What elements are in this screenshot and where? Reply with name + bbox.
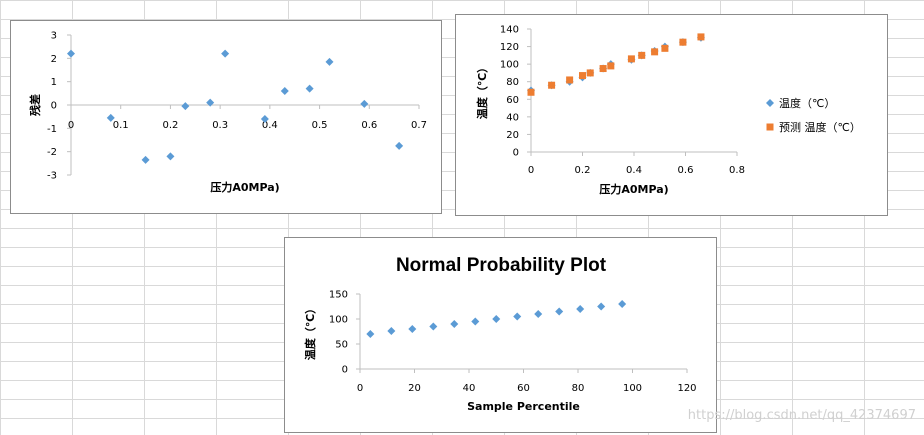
data-point: [679, 38, 687, 46]
data-point: [280, 87, 289, 95]
x-tick-label: 40: [463, 383, 476, 394]
data-point: [586, 69, 594, 77]
legend-marker: [766, 99, 774, 107]
watermark: https://blog.csdn.net/qq_42374697: [687, 408, 916, 423]
temperature-chart-svg: 0 20 40 60 80 100 120 140 0 0.2 0.4 0.6 0.8 压力A0MPa) 温…: [475, 25, 861, 197]
y-tick-label: 140: [500, 25, 519, 36]
y-tick-label: 50: [335, 340, 348, 351]
data-point: [305, 84, 314, 93]
residual-chart-svg: -3 -2 -1 0 1 2 3 0 0.1 0.2 0.3 0.4 0.5 0.6 0.7 压力A0MPa)…: [28, 31, 427, 195]
data-point: [618, 300, 627, 308]
y-tick-label: 1: [51, 77, 57, 88]
normal-probability-chart-svg: 0 50 100 150 0 20 40 60 80 100 120 Sample Percentil…: [303, 255, 697, 413]
data-point: [325, 57, 334, 66]
data-point: [513, 312, 522, 321]
data-point: [221, 49, 230, 58]
y-tick-label: 40: [506, 112, 519, 123]
x-tick-label: 0: [357, 383, 363, 394]
data-point: [471, 317, 480, 326]
residual-chart[interactable]: -3 -2 -1 0 1 2 3 0 0.1 0.2 0.3 0.4 0.5 0.6 0.7 压力A0MPa)…: [10, 20, 442, 214]
data-point: [566, 76, 574, 84]
y-axis-title: 温度（℃）: [475, 62, 489, 119]
temperature-chart[interactable]: 0 20 40 60 80 100 120 140 0 0.2 0.4 0.6 0.8 压力A0MPa) 温…: [455, 14, 888, 216]
y-tick-label: -2: [47, 147, 57, 158]
x-tick-label: 0.3: [212, 120, 228, 131]
x-tick-label: 0.8: [729, 165, 745, 176]
data-point: [555, 307, 564, 316]
x-tick-label: 0: [528, 165, 534, 176]
y-tick-label: -1: [47, 124, 57, 135]
data-point: [166, 152, 175, 161]
data-point: [576, 305, 585, 313]
y-tick-label: 150: [329, 290, 348, 301]
data-point: [579, 72, 586, 80]
x-tick-label: 0.7: [411, 120, 427, 131]
data-point: [607, 62, 615, 70]
x-axis-title: 压力A0MPa): [210, 180, 279, 194]
x-tick-label: 80: [572, 383, 585, 394]
data-point: [534, 310, 543, 318]
y-tick-label: 80: [506, 77, 519, 88]
data-point: [206, 98, 215, 107]
y-tick-label: 20: [506, 130, 519, 141]
data-point: [548, 81, 556, 89]
x-tick-label: 60: [517, 383, 530, 394]
x-tick-label: 0.6: [361, 120, 377, 131]
data-point: [450, 320, 459, 328]
x-axis-title: Sample Percentile: [467, 400, 580, 413]
x-tick-label: 20: [408, 383, 421, 394]
y-tick-label: 100: [329, 315, 348, 326]
data-point: [181, 102, 190, 111]
y-axis-title: 温度（℃）: [303, 303, 317, 360]
x-axis-title: 压力A0MPa): [599, 182, 668, 196]
x-tick-label: 0.4: [262, 120, 278, 131]
data-point: [429, 322, 438, 331]
y-tick-label: 0: [513, 148, 519, 159]
data-point: [387, 327, 396, 335]
legend-label: 预测 温度（℃）: [779, 120, 861, 134]
y-axis-title: 残差: [28, 94, 42, 116]
x-tick-label: 120: [677, 383, 696, 394]
x-tick-label: 0.5: [312, 120, 328, 131]
x-tick-label: 100: [623, 383, 642, 394]
y-tick-label: 120: [500, 42, 519, 53]
y-tick-label: 2: [51, 54, 57, 65]
data-point: [395, 141, 404, 150]
data-point: [627, 55, 635, 63]
x-tick-label: 0.1: [113, 120, 129, 131]
data-point: [661, 44, 669, 52]
x-tick-label: 0.6: [678, 165, 694, 176]
y-tick-label: 100: [500, 60, 519, 71]
data-point: [360, 99, 369, 108]
data-point: [366, 330, 375, 338]
legend-marker: [766, 123, 774, 131]
x-tick-label: 0.2: [575, 165, 591, 176]
chart-title: Normal Probability Plot: [396, 255, 607, 276]
data-point: [527, 88, 535, 96]
x-tick-label: 0.4: [626, 165, 642, 176]
data-point: [141, 155, 150, 164]
y-tick-label: -3: [47, 171, 57, 182]
data-point: [408, 325, 417, 333]
data-point: [106, 113, 115, 122]
legend-label: 温度（℃）: [779, 96, 835, 110]
data-point: [697, 33, 705, 41]
y-tick-label: 0: [51, 101, 57, 112]
data-point: [638, 51, 646, 59]
y-tick-label: 60: [506, 95, 519, 106]
x-tick-label: 0.2: [162, 120, 178, 131]
data-point: [651, 48, 659, 56]
data-point: [597, 302, 606, 311]
data-point: [492, 315, 501, 323]
y-tick-label: 3: [51, 31, 57, 42]
y-tick-label: 0: [342, 365, 348, 376]
data-point: [260, 115, 269, 123]
normal-probability-chart[interactable]: 0 50 100 150 0 20 40 60 80 100 120 Sample Percentil…: [284, 237, 717, 433]
data-point: [599, 65, 607, 73]
data-point: [67, 49, 75, 58]
x-tick-label: 0: [68, 120, 74, 131]
